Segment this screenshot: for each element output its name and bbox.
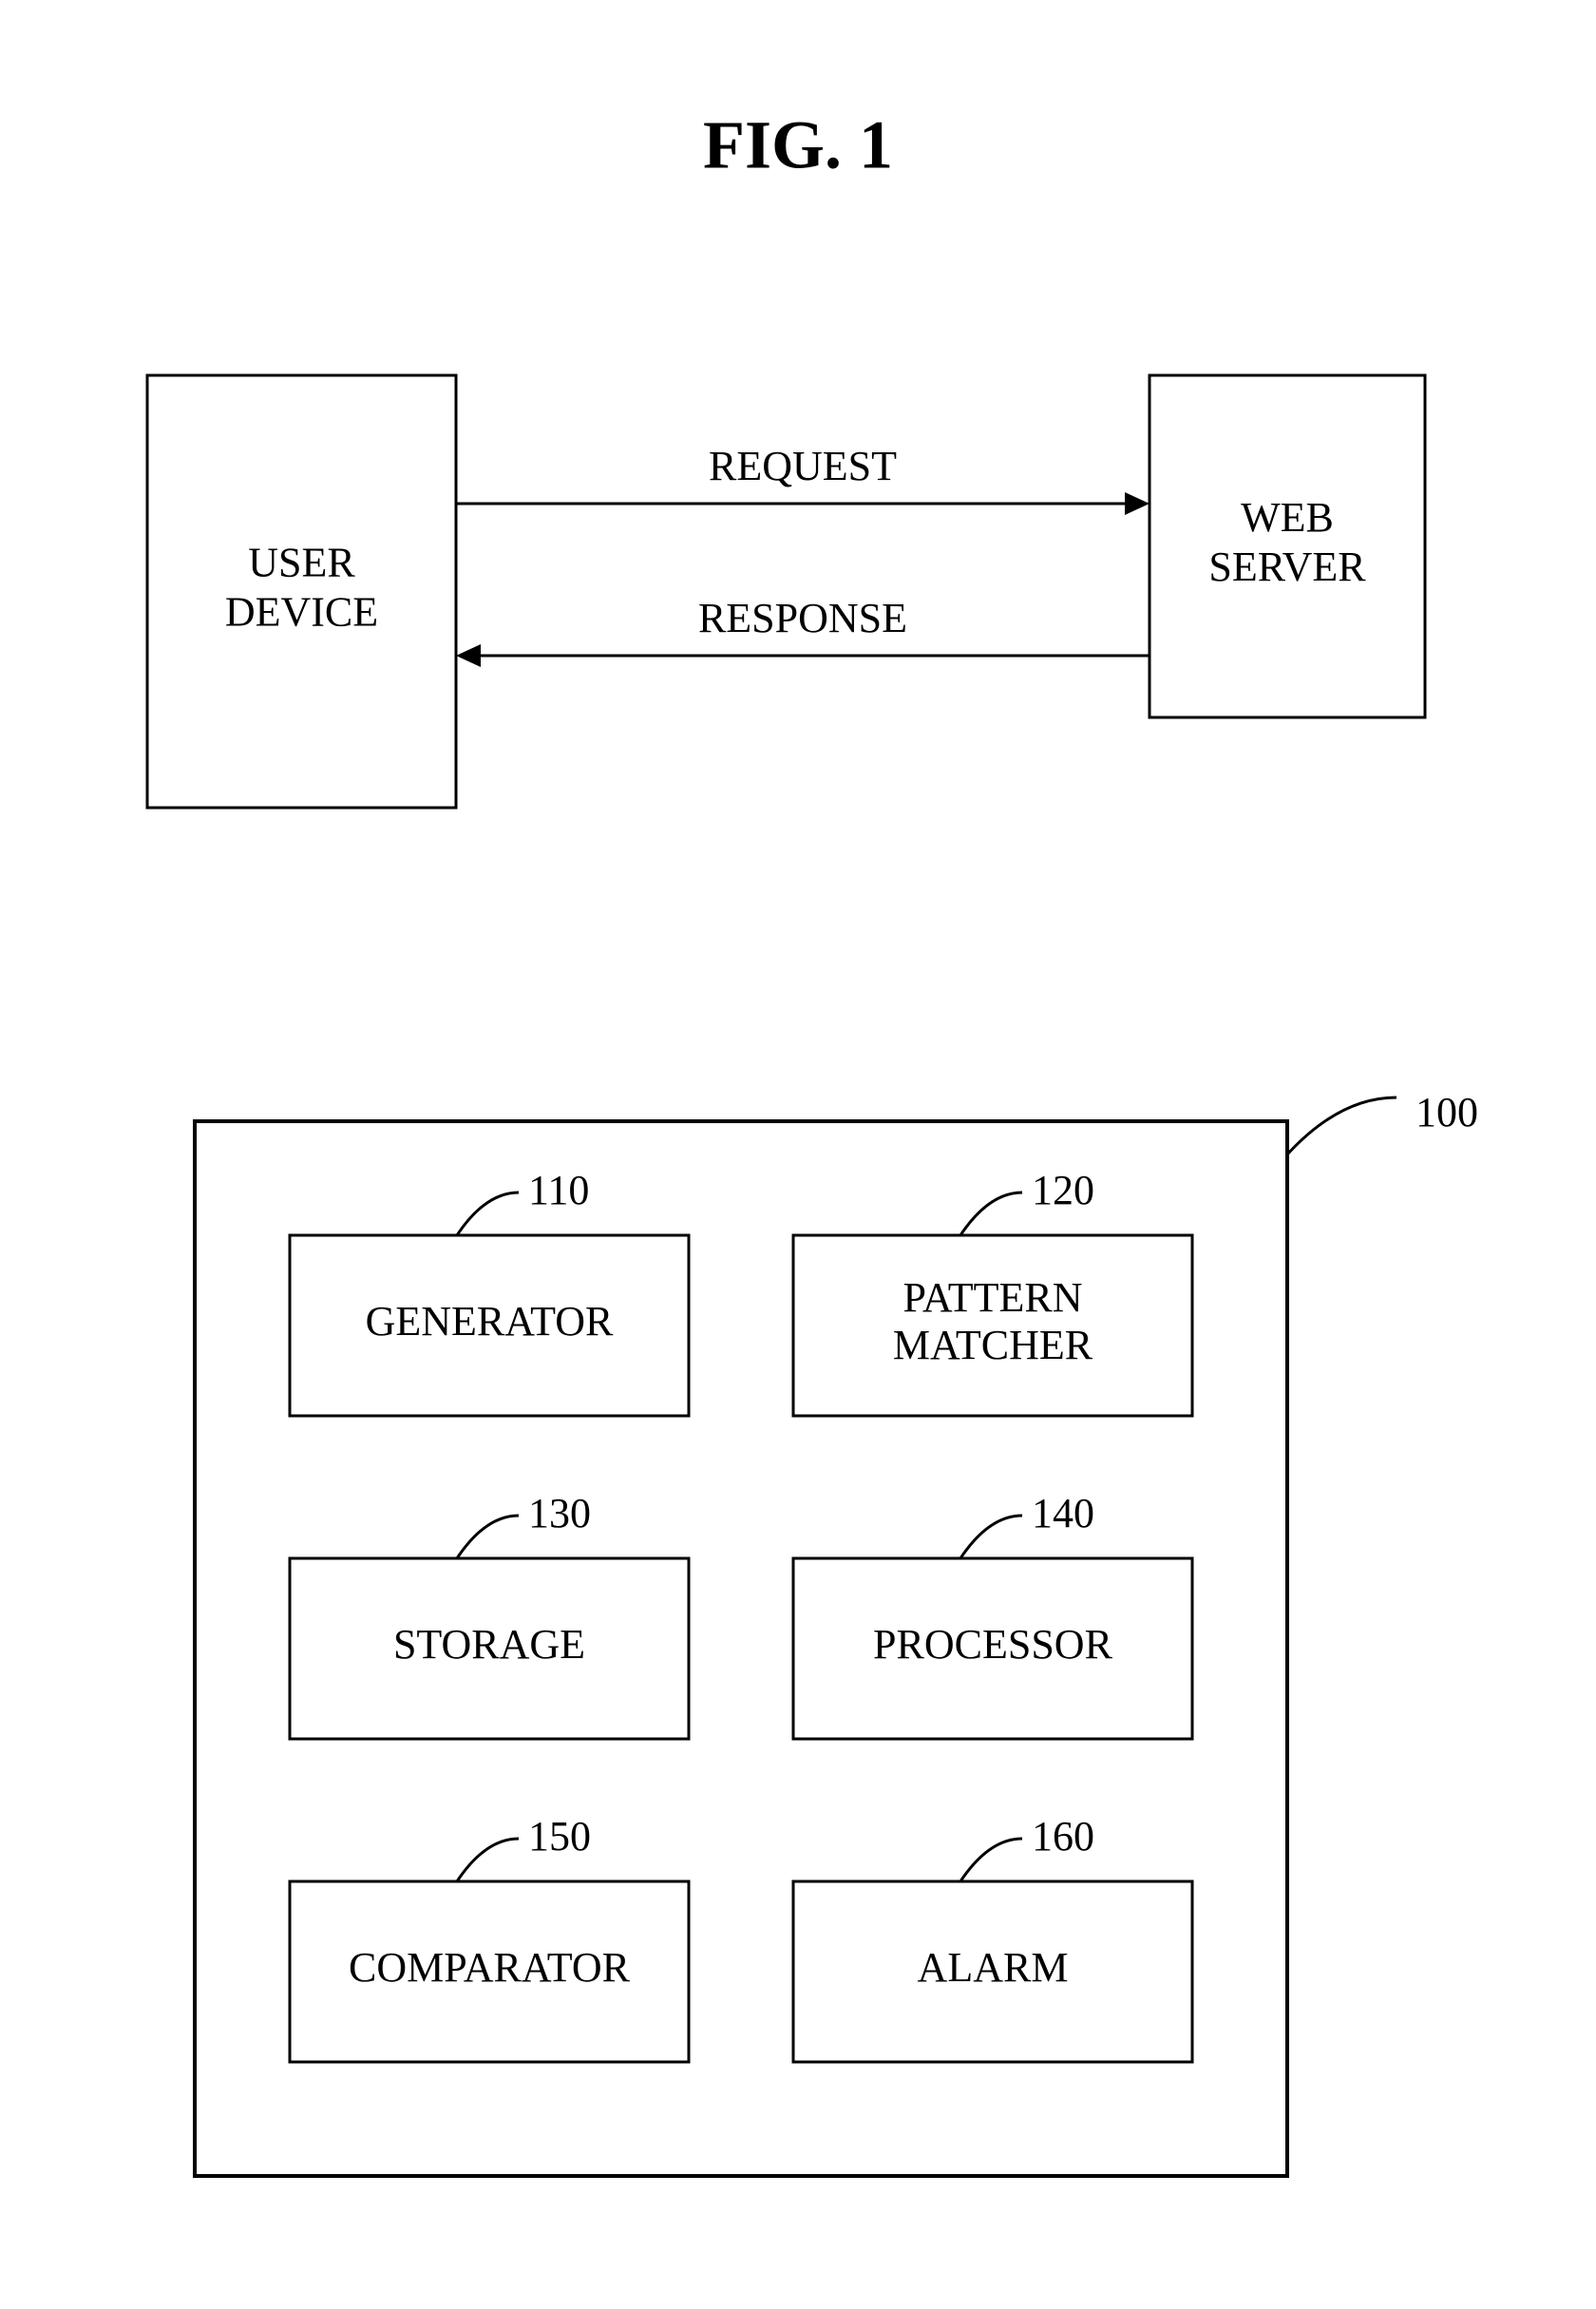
svg-text:GENERATOR: GENERATOR <box>366 1298 614 1345</box>
container-ref-lead <box>1287 1097 1396 1154</box>
comparator-ref-label: 150 <box>528 1813 591 1860</box>
container-ref-label: 100 <box>1416 1089 1478 1135</box>
svg-text:SERVER: SERVER <box>1208 544 1366 590</box>
response-label: RESPONSE <box>698 595 907 641</box>
pattern-matcher-ref-label: 120 <box>1032 1167 1094 1213</box>
svg-text:PATTERN: PATTERN <box>902 1274 1082 1321</box>
svg-text:COMPARATOR: COMPARATOR <box>349 1944 631 1991</box>
svg-text:WEB: WEB <box>1241 494 1334 541</box>
storage-ref-label: 130 <box>528 1490 591 1536</box>
svg-text:STORAGE: STORAGE <box>393 1621 585 1668</box>
processor-ref-label: 140 <box>1032 1490 1094 1536</box>
figure-title: FIG. 1 <box>703 107 893 183</box>
alarm-ref-label: 160 <box>1032 1813 1094 1860</box>
svg-text:MATCHER: MATCHER <box>893 1322 1093 1368</box>
svg-text:ALARM: ALARM <box>918 1944 1069 1991</box>
svg-text:USER: USER <box>248 540 355 586</box>
generator-ref-label: 110 <box>528 1167 589 1213</box>
svg-text:PROCESSOR: PROCESSOR <box>873 1621 1113 1668</box>
svg-text:DEVICE: DEVICE <box>225 589 378 636</box>
request-label: REQUEST <box>709 443 897 489</box>
